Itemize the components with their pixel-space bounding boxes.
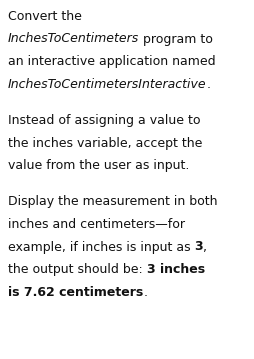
Text: ,: ,	[203, 241, 207, 253]
Text: Instead of assigning a value to: Instead of assigning a value to	[8, 114, 200, 127]
Text: an interactive application named: an interactive application named	[8, 55, 216, 68]
Text: the inches variable, accept the: the inches variable, accept the	[8, 136, 202, 149]
Text: 3: 3	[195, 241, 203, 253]
Text: is 7.62 centimeters: is 7.62 centimeters	[8, 285, 143, 298]
Text: .: .	[207, 78, 211, 90]
Text: the output should be:: the output should be:	[8, 263, 147, 276]
Text: Convert the: Convert the	[8, 10, 82, 23]
Text: InchesToCentimetersInteractive: InchesToCentimetersInteractive	[8, 78, 207, 90]
Text: value from the user as input.: value from the user as input.	[8, 159, 189, 172]
Text: .: .	[143, 285, 147, 298]
Text: inches and centimeters—for: inches and centimeters—for	[8, 218, 185, 231]
Text: program to: program to	[139, 33, 213, 46]
Text: Display the measurement in both: Display the measurement in both	[8, 196, 217, 209]
Text: 3 inches: 3 inches	[147, 263, 205, 276]
Text: example, if inches is input as: example, if inches is input as	[8, 241, 195, 253]
Text: InchesToCentimeters: InchesToCentimeters	[8, 33, 139, 46]
